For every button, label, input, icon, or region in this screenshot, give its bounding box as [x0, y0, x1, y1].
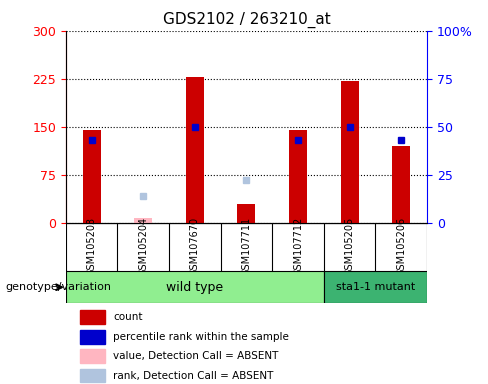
Bar — [238, 204, 256, 223]
Text: value, Detection Call = ABSENT: value, Detection Call = ABSENT — [113, 351, 279, 361]
Bar — [80, 349, 105, 363]
Bar — [341, 81, 359, 223]
Bar — [392, 146, 410, 223]
Bar — [80, 330, 105, 344]
Text: rank, Detection Call = ABSENT: rank, Detection Call = ABSENT — [113, 371, 274, 381]
Title: GDS2102 / 263210_at: GDS2102 / 263210_at — [163, 12, 330, 28]
Text: sta1-1 mutant: sta1-1 mutant — [336, 282, 415, 292]
Text: wild type: wild type — [166, 281, 224, 293]
Bar — [82, 130, 101, 223]
Text: GSM107670: GSM107670 — [190, 217, 200, 276]
Bar — [80, 369, 105, 382]
Bar — [134, 218, 152, 223]
Text: GSM107712: GSM107712 — [293, 217, 303, 276]
Bar — [80, 310, 105, 324]
Text: percentile rank within the sample: percentile rank within the sample — [113, 332, 289, 342]
Bar — [324, 271, 427, 303]
Text: count: count — [113, 312, 142, 322]
Text: GSM105206: GSM105206 — [396, 217, 406, 276]
Text: genotype/variation: genotype/variation — [5, 282, 111, 292]
Bar — [289, 130, 307, 223]
Text: GSM105203: GSM105203 — [87, 217, 97, 276]
Text: GSM107711: GSM107711 — [242, 217, 251, 276]
Bar — [66, 271, 324, 303]
Bar — [186, 77, 204, 223]
Text: GSM105205: GSM105205 — [345, 217, 355, 276]
Text: GSM105204: GSM105204 — [138, 217, 148, 276]
